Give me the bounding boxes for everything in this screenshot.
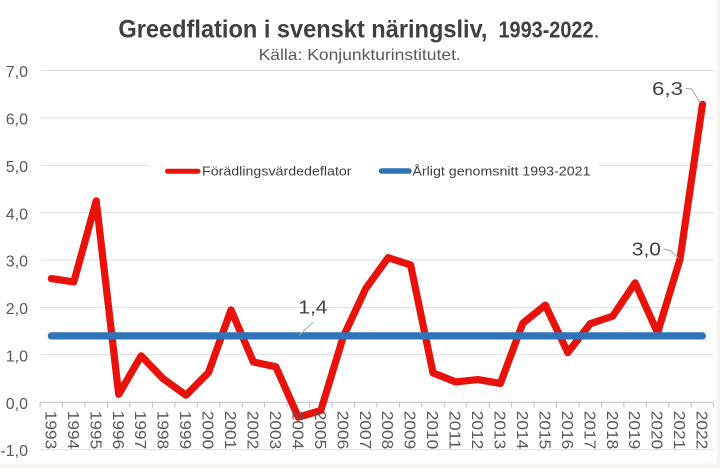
svg-text:2021: 2021 (670, 411, 687, 450)
svg-text:2018: 2018 (603, 411, 620, 450)
svg-text:Förädlingsvärdedeflator: Förädlingsvärdedeflator (202, 164, 352, 179)
svg-text:2002: 2002 (244, 411, 261, 450)
svg-text:2012: 2012 (468, 411, 485, 450)
svg-text:2004: 2004 (288, 411, 305, 450)
svg-text:Årligt genomsnitt 1993-2021: Årligt genomsnitt 1993-2021 (412, 164, 590, 179)
svg-text:6,3: 6,3 (652, 79, 683, 99)
svg-text:2,0: 2,0 (6, 301, 28, 318)
svg-text:1,4: 1,4 (298, 298, 327, 318)
svg-text:3,0: 3,0 (6, 254, 28, 271)
svg-text:2007: 2007 (356, 411, 373, 450)
svg-text:-1,0: -1,0 (0, 443, 28, 460)
svg-text:1998: 1998 (154, 411, 171, 450)
svg-text:1993: 1993 (41, 411, 58, 450)
svg-text:2010: 2010 (423, 411, 440, 450)
svg-text:Källa: Konjunkturinstitutet.: Källa: Konjunkturinstitutet. (259, 47, 461, 64)
svg-text:2003: 2003 (266, 411, 283, 450)
svg-text:1994: 1994 (64, 411, 81, 450)
svg-text:7,0: 7,0 (6, 64, 28, 81)
svg-text:2001: 2001 (221, 411, 238, 450)
svg-text:6,0: 6,0 (6, 112, 28, 129)
svg-text:0,0: 0,0 (6, 396, 28, 413)
svg-text:4,0: 4,0 (6, 206, 28, 223)
svg-text:1999: 1999 (176, 411, 193, 450)
svg-text:1997: 1997 (131, 411, 148, 450)
svg-text:2015: 2015 (535, 411, 552, 450)
svg-text:2006: 2006 (333, 411, 350, 450)
svg-text:5,0: 5,0 (6, 159, 28, 176)
svg-text:Greedflation i svenskt närings: Greedflation i svenskt näringsliv, (118, 15, 487, 43)
svg-text:2009: 2009 (401, 411, 418, 450)
svg-text:2019: 2019 (625, 411, 642, 450)
svg-text:1,0: 1,0 (6, 348, 28, 365)
svg-text:1993-2022: 1993-2022 (499, 16, 594, 42)
svg-text:2011: 2011 (446, 411, 463, 450)
svg-text:1995: 1995 (86, 411, 103, 450)
svg-text:2020: 2020 (648, 411, 665, 450)
svg-text:2017: 2017 (580, 411, 597, 450)
svg-text:2014: 2014 (513, 411, 530, 450)
svg-text:.: . (594, 17, 600, 42)
svg-text:2016: 2016 (558, 411, 575, 450)
svg-text:2022: 2022 (693, 411, 710, 450)
svg-text:2008: 2008 (378, 411, 395, 450)
svg-text:2005: 2005 (311, 411, 328, 450)
svg-text:1996: 1996 (109, 411, 126, 450)
svg-text:2013: 2013 (491, 411, 508, 450)
svg-text:3,0: 3,0 (632, 239, 661, 259)
svg-text:2000: 2000 (199, 411, 216, 450)
